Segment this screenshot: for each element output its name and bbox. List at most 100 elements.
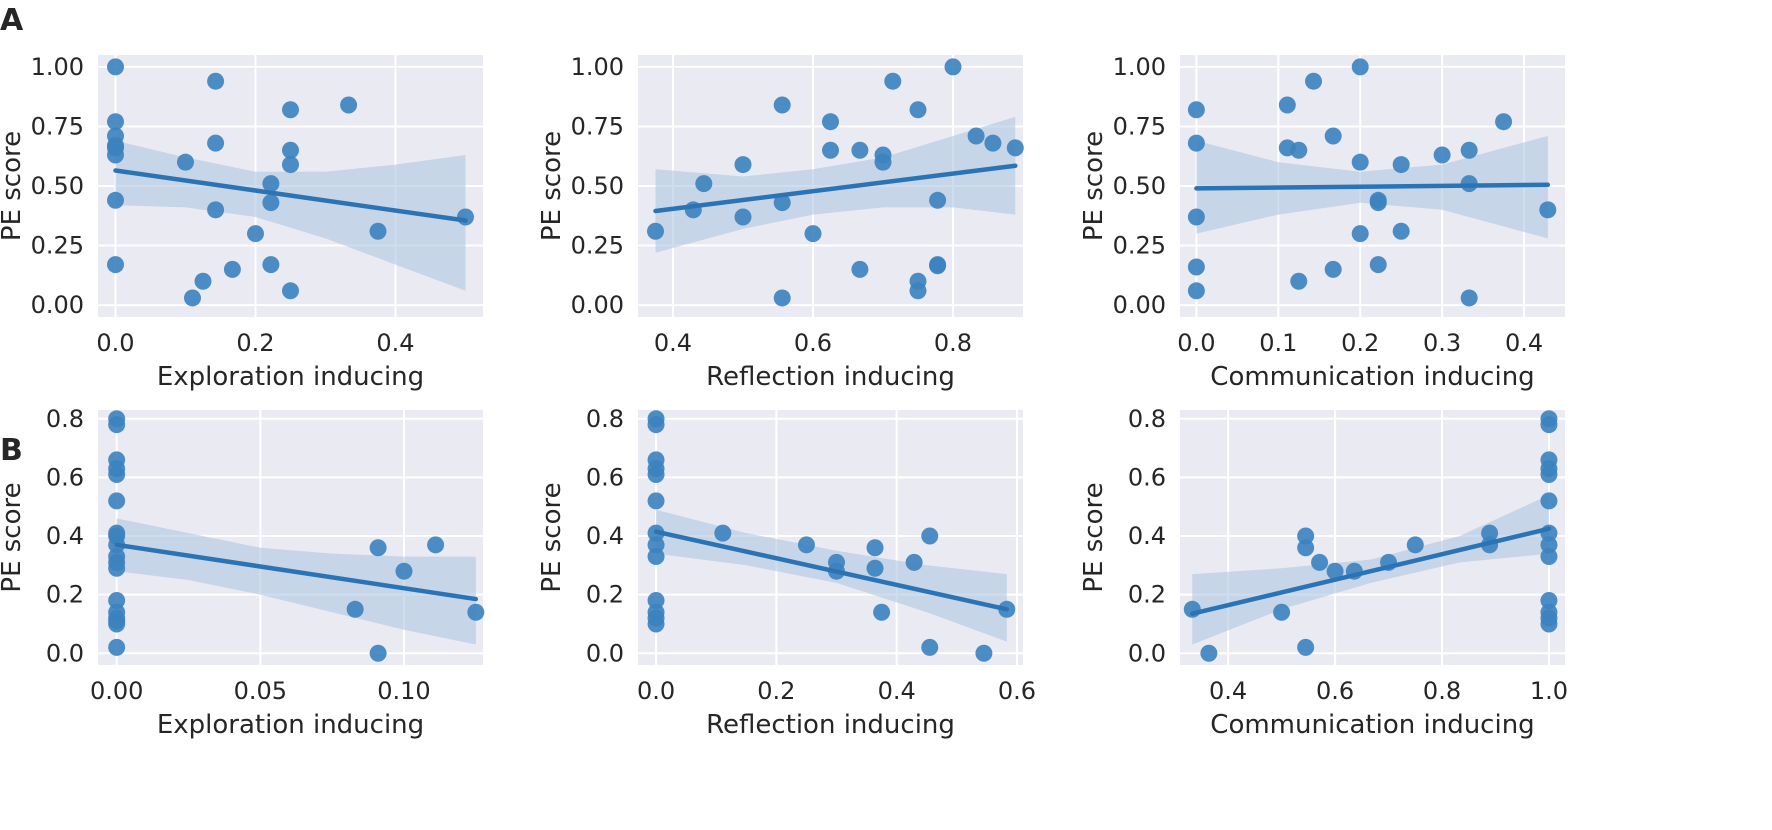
regression-line bbox=[653, 529, 1010, 612]
data-point bbox=[1311, 553, 1329, 571]
x-tick-label: 1.0 bbox=[1530, 677, 1568, 705]
y-tick-label: 0.0 bbox=[1128, 639, 1166, 667]
data-point bbox=[262, 175, 280, 193]
chart-panel-5: 0.0 0.2 0.4 0.6 0.0 0.2 0.4 0.6 0.8 Reflection in… bbox=[537, 405, 1036, 740]
y-tick-label: 0.50 bbox=[31, 172, 84, 200]
y-tick-label: 0.6 bbox=[1128, 463, 1166, 491]
regression-line bbox=[114, 542, 479, 602]
data-point bbox=[1324, 260, 1342, 278]
y-tick-label: 0.8 bbox=[46, 405, 84, 433]
y-tick-label: 0.75 bbox=[1113, 112, 1166, 140]
y-tick-label: 0.4 bbox=[586, 522, 624, 550]
x-tick-label: 0.2 bbox=[236, 329, 274, 357]
data-point bbox=[369, 539, 387, 557]
data-point bbox=[695, 175, 713, 193]
data-point bbox=[851, 141, 869, 159]
data-point bbox=[797, 536, 815, 554]
data-point bbox=[282, 101, 299, 119]
y-tick-label: 0.0 bbox=[46, 639, 84, 667]
x-axis-label: Communication inducing bbox=[1210, 362, 1534, 392]
data-point bbox=[1460, 141, 1478, 159]
data-point bbox=[647, 548, 665, 566]
data-point bbox=[929, 191, 947, 209]
data-point bbox=[1351, 58, 1369, 76]
x-tick-label: 0.0 bbox=[1177, 329, 1215, 357]
data-point bbox=[984, 134, 1002, 152]
data-point bbox=[874, 153, 892, 171]
data-point bbox=[967, 127, 985, 145]
data-point bbox=[647, 592, 665, 610]
data-point bbox=[1369, 194, 1387, 212]
data-point bbox=[866, 559, 884, 577]
data-point bbox=[369, 644, 387, 662]
data-point bbox=[427, 536, 445, 554]
data-point bbox=[975, 644, 993, 662]
y-tick-label: 0.0 bbox=[586, 639, 624, 667]
x-tick-label: 0.4 bbox=[1505, 329, 1543, 357]
data-point bbox=[1392, 222, 1410, 240]
y-tick-label: 1.00 bbox=[571, 53, 624, 81]
x-tick-label: 0.10 bbox=[377, 677, 430, 705]
data-point bbox=[1324, 127, 1342, 145]
data-point bbox=[467, 603, 485, 621]
data-point bbox=[734, 208, 752, 226]
y-axis-label: PE score bbox=[1079, 482, 1109, 592]
data-point bbox=[207, 72, 225, 90]
y-tick-label: 0.2 bbox=[1128, 581, 1166, 609]
x-axis-label: Exploration inducing bbox=[157, 710, 424, 740]
data-point bbox=[647, 492, 665, 510]
data-point bbox=[1433, 146, 1451, 164]
data-point bbox=[108, 492, 126, 510]
data-point bbox=[773, 194, 791, 212]
data-point bbox=[1187, 282, 1205, 300]
y-tick-label: 0.25 bbox=[571, 232, 624, 260]
data-point bbox=[282, 141, 299, 159]
x-tick-label: 0.8 bbox=[1423, 677, 1461, 705]
y-tick-label: 0.25 bbox=[1113, 232, 1166, 260]
x-tick-label: 0.4 bbox=[654, 329, 692, 357]
y-axis-label: PE score bbox=[0, 482, 27, 592]
data-point bbox=[108, 416, 126, 434]
data-point bbox=[1369, 256, 1387, 274]
data-point bbox=[921, 638, 939, 656]
x-tick-label: 0.2 bbox=[757, 677, 795, 705]
y-axis-label: PE score bbox=[1079, 131, 1109, 241]
y-tick-label: 0.00 bbox=[1113, 291, 1166, 319]
y-tick-label: 0.50 bbox=[1113, 172, 1166, 200]
data-point bbox=[822, 113, 839, 131]
data-point bbox=[1540, 592, 1558, 610]
data-point bbox=[1540, 548, 1558, 566]
data-point bbox=[1278, 96, 1296, 114]
data-point bbox=[1187, 134, 1205, 152]
y-tick-label: 0.2 bbox=[46, 581, 84, 609]
y-tick-label: 0.8 bbox=[586, 405, 624, 433]
chart-panel-2: 0.4 0.6 0.8 0.00 0.25 0.50 0.75 1.00 Reflection … bbox=[537, 53, 1024, 392]
x-axis-label: Reflection inducing bbox=[706, 710, 955, 740]
data-point bbox=[223, 260, 241, 278]
y-tick-label: 0.4 bbox=[46, 522, 84, 550]
data-point bbox=[207, 134, 225, 152]
data-point bbox=[1297, 539, 1315, 557]
data-point bbox=[107, 146, 124, 164]
data-point bbox=[1187, 208, 1205, 226]
data-point bbox=[921, 527, 939, 545]
data-point bbox=[1290, 141, 1308, 159]
data-point bbox=[282, 156, 299, 174]
y-axis-label: PE score bbox=[0, 131, 27, 241]
data-point bbox=[1006, 139, 1024, 157]
data-point bbox=[247, 225, 264, 243]
regression-line bbox=[1194, 182, 1551, 191]
data-point bbox=[1351, 225, 1369, 243]
data-point bbox=[1297, 638, 1315, 656]
data-point bbox=[1290, 272, 1308, 290]
y-tick-label: 0.6 bbox=[586, 463, 624, 491]
data-point bbox=[884, 72, 902, 90]
y-tick-label: 0.6 bbox=[46, 463, 84, 491]
x-tick-label: 0.8 bbox=[934, 329, 972, 357]
y-axis-label: PE score bbox=[537, 482, 567, 592]
data-point bbox=[647, 465, 665, 483]
data-point bbox=[184, 289, 201, 307]
y-axis-label: PE score bbox=[537, 131, 567, 241]
x-axis-label: Exploration inducing bbox=[157, 362, 424, 392]
data-point bbox=[207, 201, 225, 219]
